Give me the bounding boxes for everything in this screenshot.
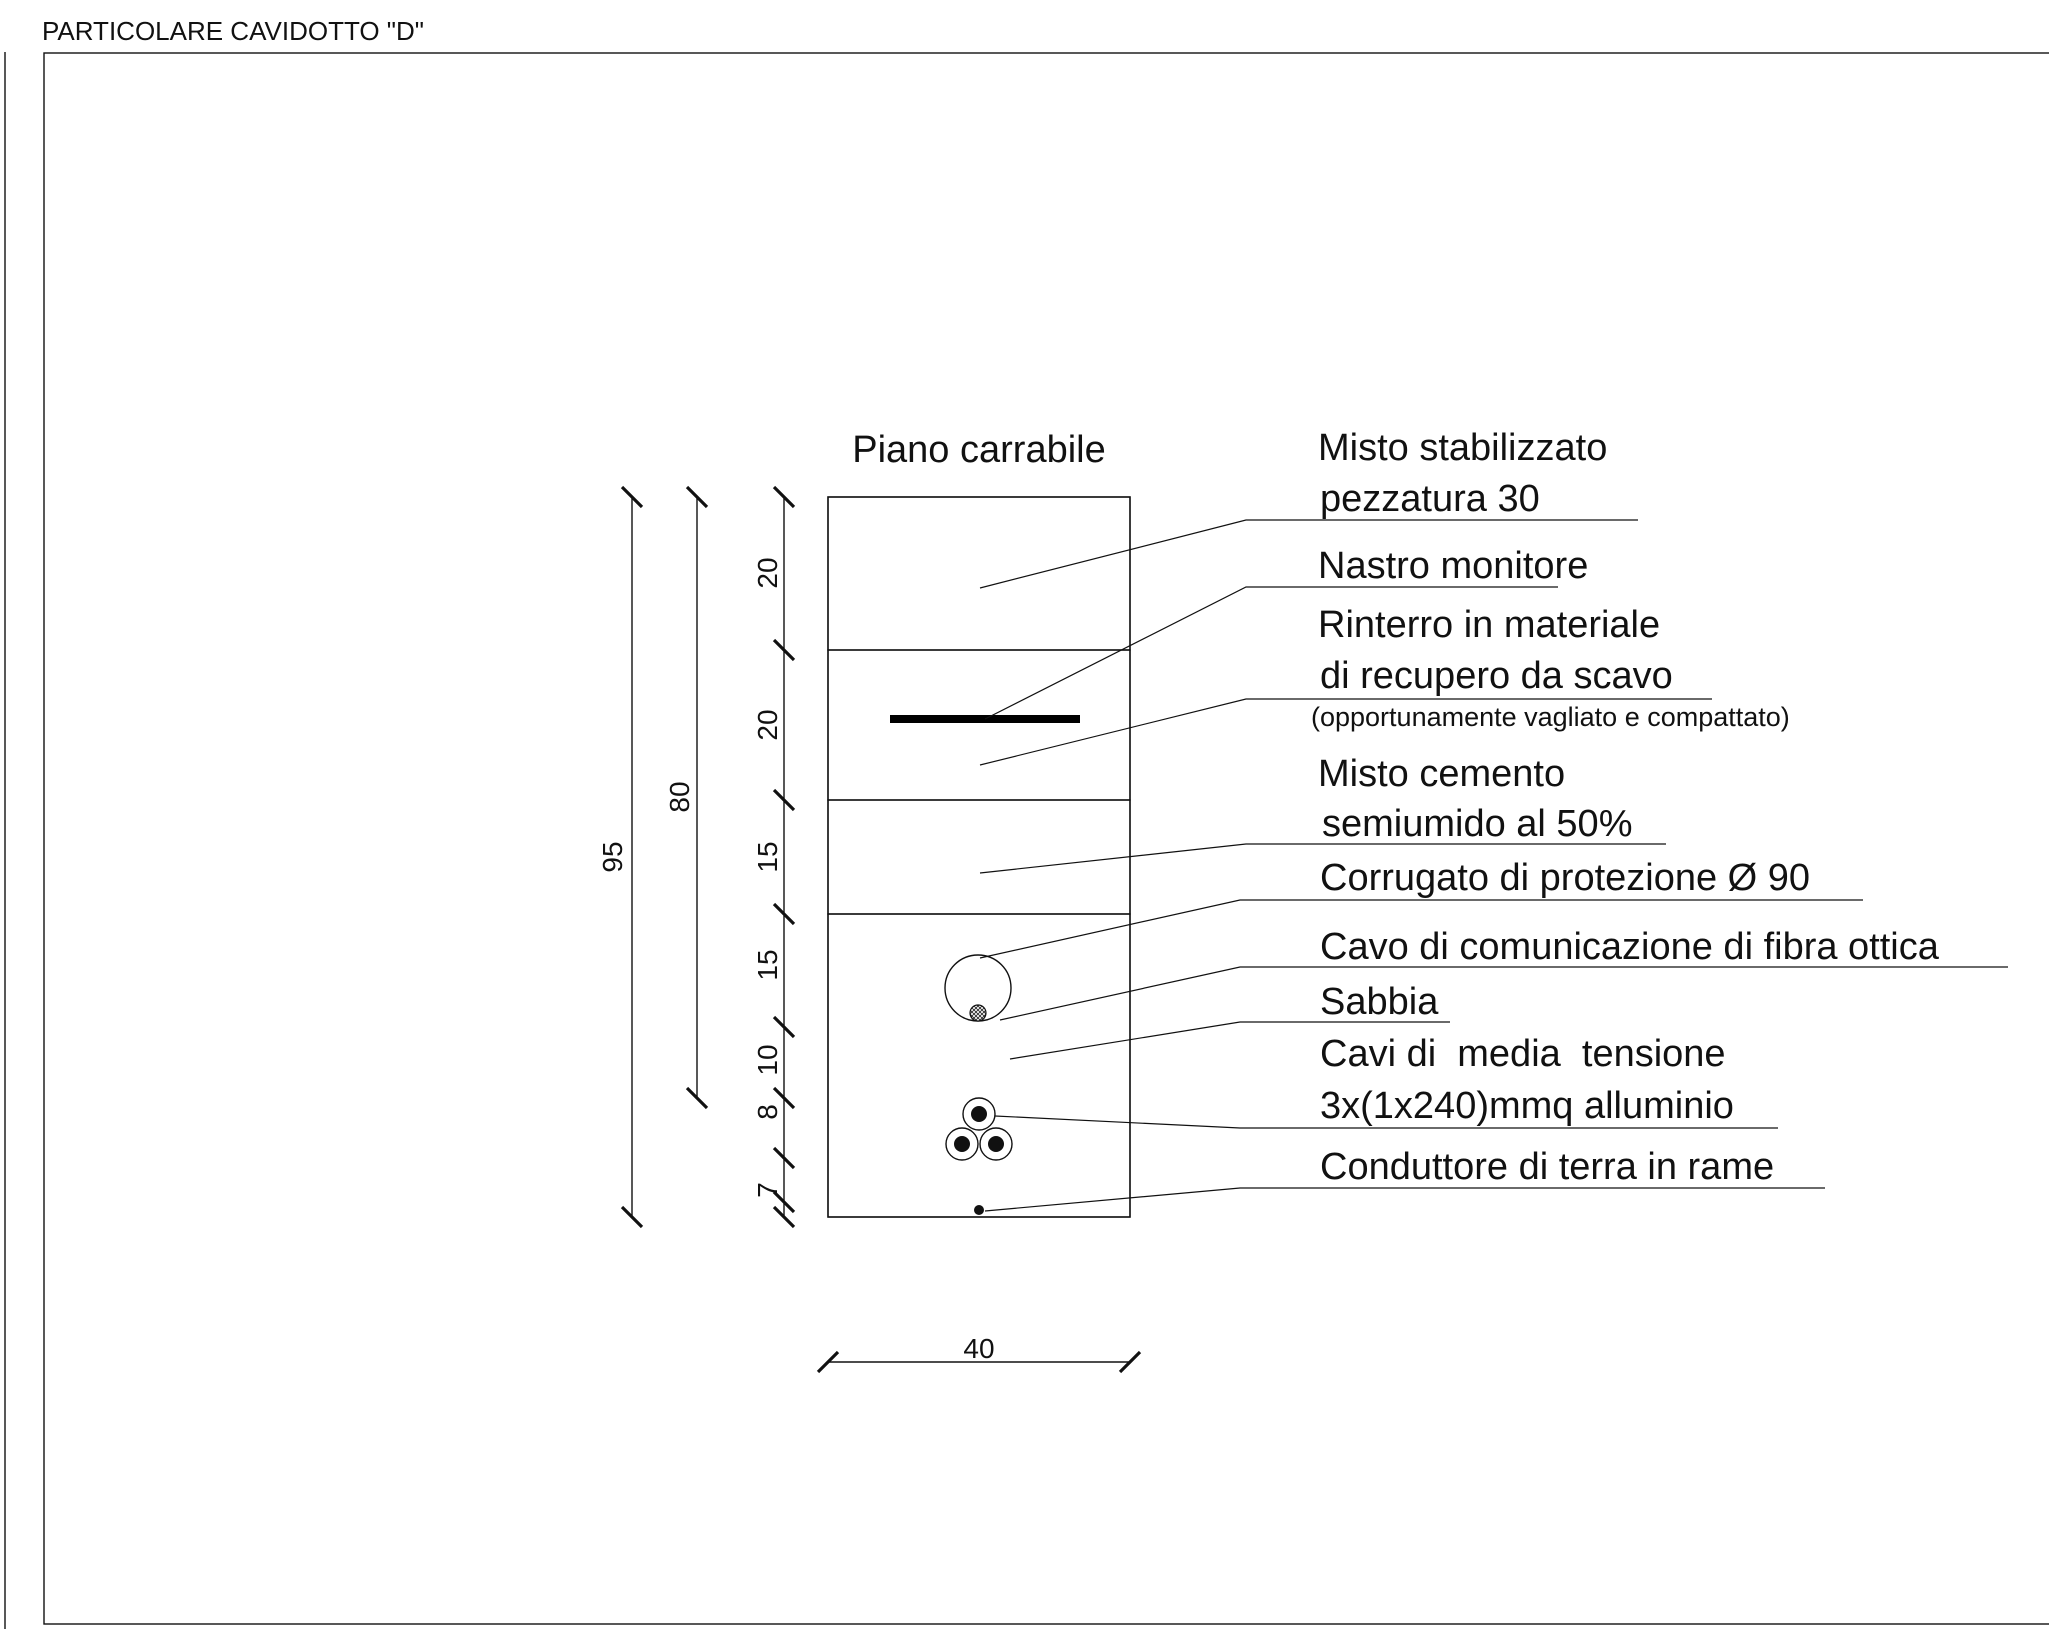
label-fibra-ottica: Cavo di comunicazione di fibra ottica: [1320, 926, 1940, 968]
mv-cables: [945, 1097, 1013, 1161]
dim-layer-3: 15: [752, 841, 783, 872]
label-misto-stabilizzato-2: pezzatura 30: [1320, 478, 1540, 520]
dim-layer-1: 20: [752, 557, 783, 588]
layer-sabbia: [827, 913, 1131, 1218]
label-nastro-monitore: Nastro monitore: [1318, 545, 1588, 587]
dim-layer-5: 10: [752, 1044, 783, 1075]
label-sabbia: Sabbia: [1320, 981, 1439, 1023]
dimension-total-depth: 95: [597, 485, 644, 1229]
fiber-optic-cable: [969, 1004, 987, 1022]
dimension-chain: 20 20 15 15 10 8 7: [752, 485, 796, 1229]
layer-rinterro: [827, 649, 1131, 801]
label-cavi-mt-1: Cavi di media tensione: [1320, 1033, 1726, 1075]
label-rinterro-2: di recupero da scavo: [1320, 655, 1673, 697]
layer-misto-cemento: [827, 799, 1131, 915]
leader-lines: [979, 519, 2008, 1212]
drawing-title: PARTICOLARE CAVIDOTTO "D": [42, 16, 424, 46]
dimension-width: 40: [816, 1333, 1142, 1374]
drawing-frame: [43, 52, 2049, 1625]
label-corrugato: Corrugato di protezione Ø 90: [1320, 857, 1810, 899]
dim-80-label: 80: [664, 781, 695, 812]
labels: Misto stabilizzato pezzatura 30 Nastro m…: [1311, 427, 1940, 1188]
label-misto-stabilizzato-1: Misto stabilizzato: [1318, 427, 1607, 469]
trench-section: [827, 496, 1131, 1218]
label-rinterro-1: Rinterro in materiale: [1318, 604, 1660, 646]
layer-misto-stabilizzato: [827, 496, 1131, 651]
label-conduttore-terra: Conduttore di terra in rame: [1320, 1146, 1774, 1188]
dim-95-label: 95: [597, 841, 628, 872]
dimension-depth-to-cables: 80: [664, 485, 709, 1110]
label-rinterro-note: (opportunamente vagliato e compattato): [1311, 702, 1790, 732]
dim-layer-7: 7: [752, 1182, 783, 1198]
dim-layer-4: 15: [752, 949, 783, 980]
dim-40-label: 40: [963, 1333, 994, 1364]
surface-label: Piano carrabile: [852, 429, 1105, 471]
earth-conductor: [974, 1205, 984, 1215]
label-misto-cemento-1: Misto cemento: [1318, 753, 1565, 795]
label-cavi-mt-2: 3x(1x240)mmq alluminio: [1320, 1085, 1734, 1127]
dim-layer-6: 8: [752, 1104, 783, 1120]
label-misto-cemento-2: semiumido al 50%: [1322, 803, 1632, 845]
dim-layer-2: 20: [752, 709, 783, 740]
